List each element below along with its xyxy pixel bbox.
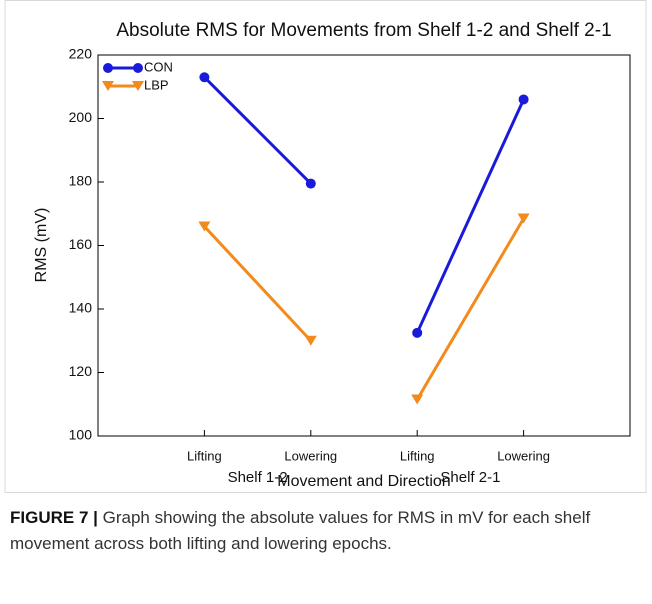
series-line bbox=[415, 98, 525, 334]
chart-title: Absolute RMS for Movements from Shelf 1-… bbox=[116, 20, 611, 41]
y-tick-label: 200 bbox=[69, 109, 93, 125]
x-tick-label: Lifting bbox=[187, 448, 222, 463]
plot-frame bbox=[97, 54, 631, 437]
series-line bbox=[415, 217, 525, 401]
group-label: Shelf 2-1 bbox=[440, 469, 500, 486]
point bbox=[517, 213, 530, 224]
series-line bbox=[203, 225, 312, 342]
x-tick-label: Lowering bbox=[497, 448, 550, 463]
point bbox=[304, 335, 317, 346]
point bbox=[412, 327, 423, 338]
figure-frame bbox=[4, 0, 647, 493]
y-tick-label: 120 bbox=[69, 363, 93, 379]
series-line bbox=[203, 76, 312, 185]
caption-label: FIGURE 7 | bbox=[10, 508, 98, 527]
legend-marker bbox=[132, 81, 144, 91]
point bbox=[198, 221, 211, 232]
point bbox=[411, 394, 424, 405]
x-tick-label: Lowering bbox=[284, 448, 337, 463]
group-label: Shelf 1-2 bbox=[228, 469, 288, 486]
legend-marker bbox=[103, 63, 113, 73]
y-tick-label: 180 bbox=[69, 173, 93, 189]
y-tick-label: 100 bbox=[69, 427, 93, 443]
y-tick-label: 220 bbox=[69, 46, 93, 62]
point bbox=[305, 178, 316, 189]
legend-marker bbox=[102, 81, 114, 91]
point bbox=[518, 94, 529, 105]
point bbox=[199, 72, 210, 83]
legend-marker bbox=[133, 63, 143, 73]
chart: Absolute RMS for Movements from Shelf 1-… bbox=[4, 0, 647, 493]
x-axis-label: Movement and Direction bbox=[277, 473, 450, 490]
legend-label: LBP bbox=[144, 77, 169, 92]
y-tick-label: 160 bbox=[69, 236, 93, 252]
y-axis-label: RMS (mV) bbox=[33, 208, 50, 283]
caption: FIGURE 7 | Graph showing the absolute va… bbox=[10, 505, 640, 557]
legend-label: CON bbox=[144, 59, 173, 74]
y-tick-label: 140 bbox=[69, 300, 93, 316]
caption-text: Graph showing the absolute values for RM… bbox=[10, 508, 591, 553]
x-tick-label: Lifting bbox=[400, 448, 435, 463]
